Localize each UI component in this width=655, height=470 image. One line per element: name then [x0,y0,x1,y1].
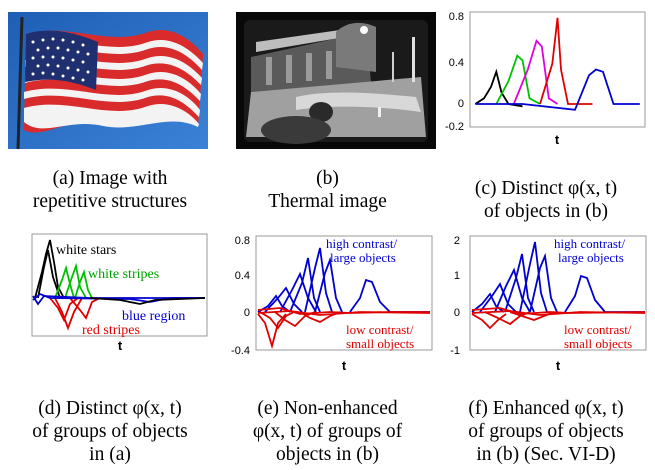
annotation-large-objects: large objects [558,250,624,265]
tick-label: 0.8 [235,235,250,247]
tick-label: 0 [454,307,460,319]
caption-line: φ(x, t) of groups of [220,420,435,443]
tick-label: 0 [458,98,464,110]
annotation-small-objects: small objects [346,336,414,351]
caption-line: (a) Image with [0,167,220,190]
x-axis-label: t [556,358,561,373]
annotation-low-contrast: low contrast/ [346,322,414,337]
caption-line: of groups of objects [437,420,655,443]
caption-line: objects in (b) [220,443,435,466]
caption-line: (b) [220,167,435,190]
annotation-high-contrast: high contrast/ [554,236,626,251]
caption-line: of groups of objects [0,420,220,443]
tick-label: 0 [244,307,250,319]
tick-label: 0.8 [449,11,464,23]
chart-c: 0.8 0.4 0 -0.2 t [440,2,655,152]
tick-label: -1 [450,345,460,357]
caption-line: (f) Enhanced φ(x, t) [437,397,655,420]
caption-c: (c) Distinct φ(x, t) of objects in (b) [437,177,655,223]
chart-e: 0.8 0.4 0 -0.4 high contrast/ large obje… [220,228,435,373]
caption-line: of objects in (b) [437,200,655,223]
chart-f: 2 1 0 -1 high contrast/ large objects lo… [440,228,655,373]
annotation-white-stripes: white stripes [88,267,159,282]
x-axis-label: t [342,358,347,373]
chart-d: white stars white stripes blue region re… [30,232,210,350]
caption-b: (b) Thermal image [220,167,435,213]
caption-line: repetitive structures [0,190,220,213]
caption-e: (e) Non-enhanced φ(x, t) of groups of ob… [220,397,435,466]
caption-line: (e) Non-enhanced [220,397,435,420]
x-axis-label: t [118,338,123,350]
caption-line: (d) Distinct φ(x, t) [0,397,220,420]
caption-line: in (b) (Sec. VI-D) [437,443,655,466]
series-line [496,56,540,104]
caption-line: in (a) [0,443,220,466]
caption-line: (c) Distinct φ(x, t) [437,177,655,200]
tick-label: -0.2 [445,121,464,133]
annotation-high-contrast: high contrast/ [326,236,398,251]
annotation-white-stars: white stars [56,243,116,258]
annotation-small-objects: small objects [564,336,632,351]
caption-line: Thermal image [220,190,435,213]
tick-label: 1 [454,270,460,282]
flag-image [8,12,208,149]
tick-label: -0.4 [231,345,250,357]
caption-f: (f) Enhanced φ(x, t) of groups of object… [437,397,655,466]
annotation-low-contrast: low contrast/ [564,322,632,337]
caption-a: (a) Image with repetitive structures [0,167,220,213]
tick-label: 0.4 [449,57,464,69]
series-line [514,41,558,104]
annotation-large-objects: large objects [330,250,396,265]
tick-label: 0.4 [235,270,250,282]
annotation-red-stripes: red stripes [82,323,140,338]
thermal-image [236,12,436,149]
caption-d: (d) Distinct φ(x, t) of groups of object… [0,397,220,466]
annotation-blue-region: blue region [122,309,185,324]
tick-label: 2 [454,235,460,247]
x-axis-label: t [555,132,560,147]
